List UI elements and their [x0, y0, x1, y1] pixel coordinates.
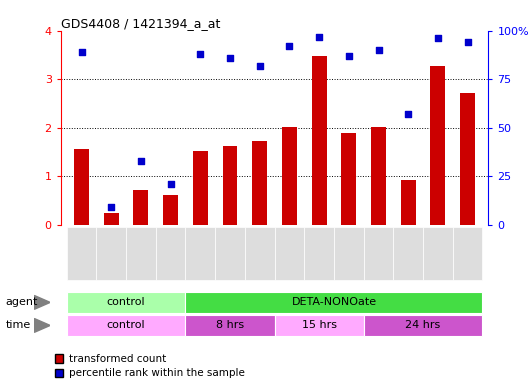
Point [374, 47, 383, 53]
Text: GSM549082: GSM549082 [136, 230, 145, 276]
Point [226, 55, 234, 61]
Bar [401, 180, 416, 225]
Text: GSM549089: GSM549089 [344, 230, 353, 276]
Bar [104, 212, 119, 225]
Point [107, 204, 116, 210]
Text: GSM549084: GSM549084 [196, 230, 205, 276]
Point [196, 51, 204, 57]
Point [137, 157, 145, 164]
Point [256, 63, 264, 69]
Bar [312, 56, 326, 225]
Text: GSM549081: GSM549081 [107, 230, 116, 276]
Text: GDS4408 / 1421394_a_at: GDS4408 / 1421394_a_at [61, 17, 220, 30]
Bar [460, 93, 475, 225]
Point [77, 49, 86, 55]
Text: GSM549080: GSM549080 [77, 230, 86, 276]
Point [285, 43, 294, 49]
Polygon shape [34, 296, 50, 310]
Text: transformed count: transformed count [69, 354, 166, 364]
Bar [342, 134, 356, 225]
Text: control: control [107, 320, 145, 331]
Bar [134, 190, 148, 225]
Point [433, 35, 442, 41]
Text: GSM549092: GSM549092 [433, 230, 442, 276]
Text: 24 hrs: 24 hrs [406, 320, 441, 331]
Text: GSM549093: GSM549093 [463, 230, 472, 277]
Text: control: control [107, 297, 145, 308]
Point [166, 181, 175, 187]
Text: time: time [5, 320, 31, 331]
Bar [193, 151, 208, 225]
Bar [74, 149, 89, 225]
Text: GSM549090: GSM549090 [374, 230, 383, 277]
Text: GSM549086: GSM549086 [255, 230, 264, 276]
Text: DETA-NONOate: DETA-NONOate [291, 297, 376, 308]
Text: GSM549091: GSM549091 [404, 230, 413, 276]
Polygon shape [34, 319, 50, 332]
Bar [252, 141, 267, 225]
Text: GSM549083: GSM549083 [166, 230, 175, 276]
Bar [282, 127, 297, 225]
Text: 15 hrs: 15 hrs [301, 320, 337, 331]
Bar [371, 127, 386, 225]
Point [464, 39, 472, 45]
Bar [223, 146, 238, 225]
Text: GSM549087: GSM549087 [285, 230, 294, 276]
Point [315, 33, 323, 40]
Bar [163, 195, 178, 225]
Text: GSM549088: GSM549088 [315, 230, 324, 276]
Text: GSM549085: GSM549085 [225, 230, 234, 276]
Text: agent: agent [5, 297, 37, 308]
Point [404, 111, 412, 117]
Bar [430, 66, 445, 225]
Text: percentile rank within the sample: percentile rank within the sample [69, 368, 245, 378]
Point [345, 53, 353, 59]
Text: 8 hrs: 8 hrs [216, 320, 244, 331]
